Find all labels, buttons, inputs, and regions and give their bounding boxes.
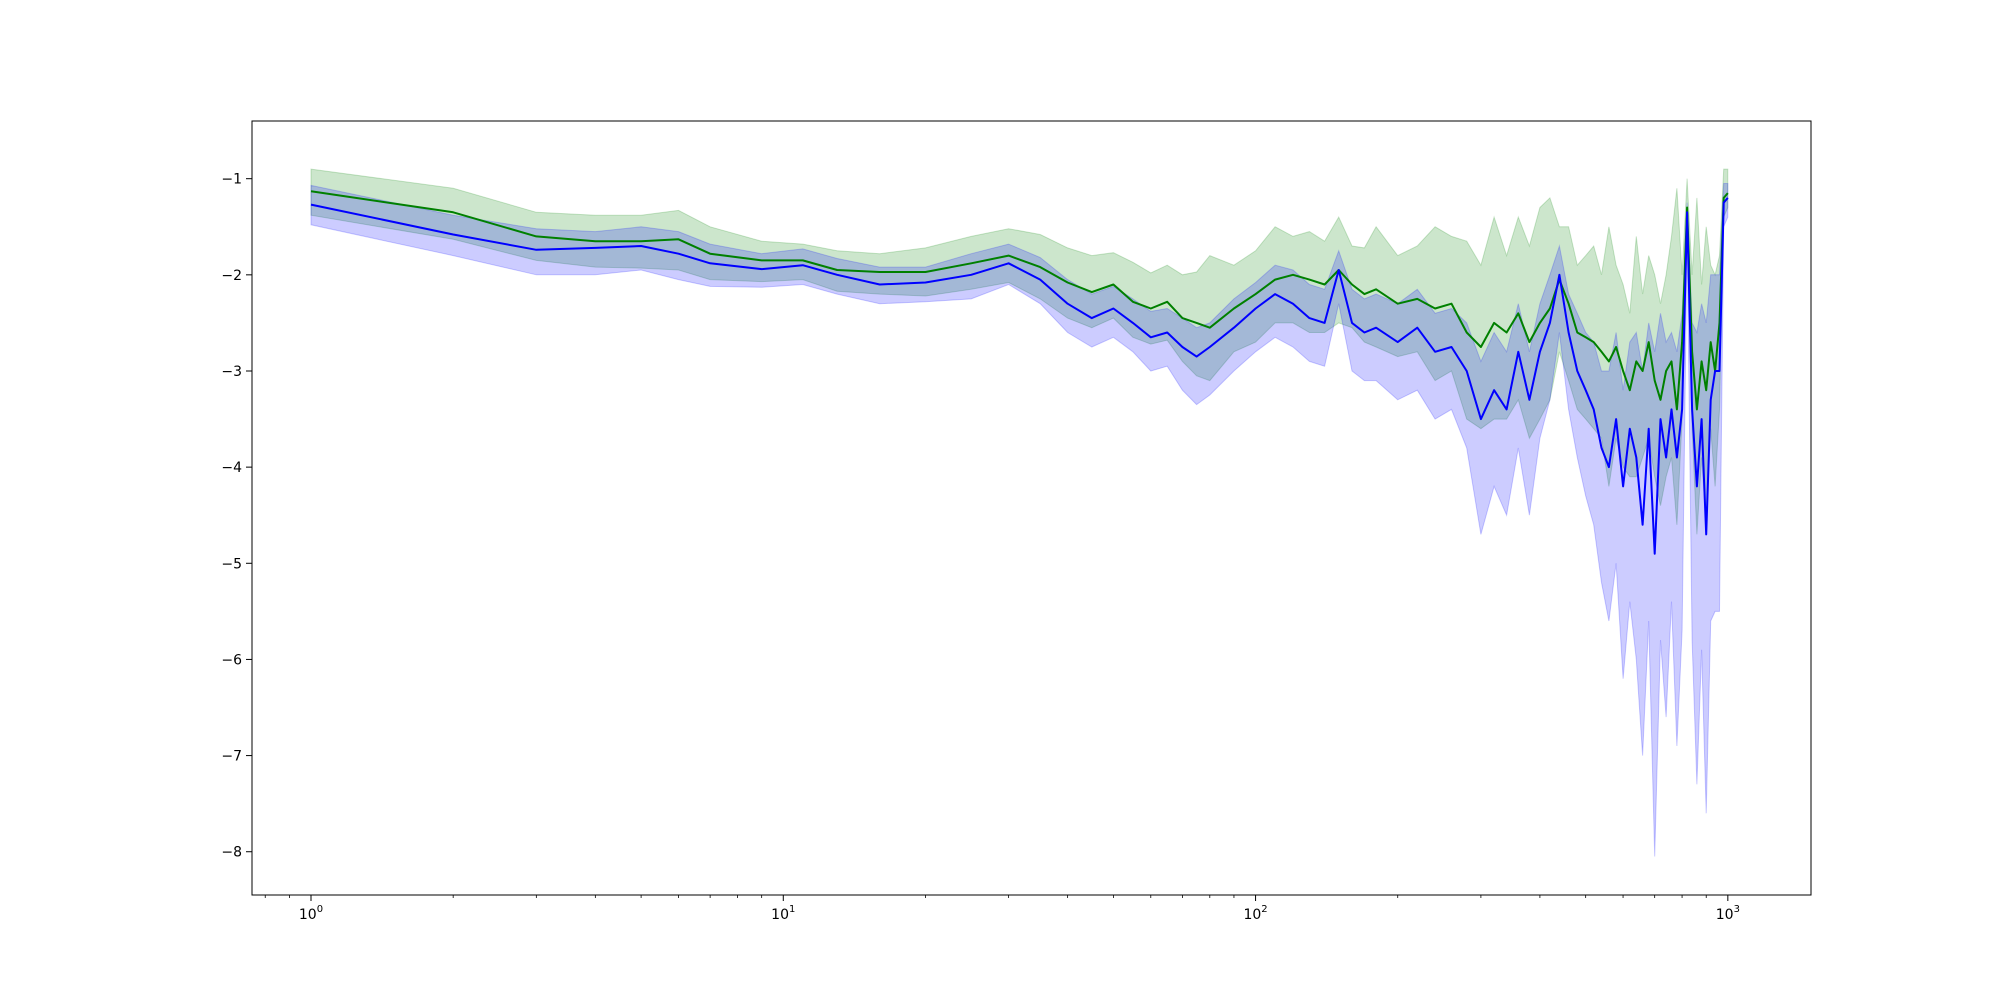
plot-area xyxy=(310,168,1729,857)
x-tick-label: 102 xyxy=(1243,904,1267,923)
y-tick-label: −4 xyxy=(221,460,242,476)
x-tick-label: 101 xyxy=(771,904,795,923)
confidence-bands xyxy=(310,168,1729,857)
series-1-band xyxy=(310,168,1729,535)
series-lines xyxy=(310,190,1729,555)
y-tick-label: −3 xyxy=(221,364,242,380)
series-2-band xyxy=(310,183,1729,857)
y-tick-label: −6 xyxy=(221,652,242,668)
y-tick-label: −7 xyxy=(221,749,242,765)
x-axis: 100 101 102 103 xyxy=(264,895,1740,923)
y-tick-label: −2 xyxy=(221,268,242,284)
y-tick-label: −8 xyxy=(221,845,242,861)
y-tick-label: −5 xyxy=(221,556,242,572)
y-axis: −1 −2 −3 −4 −5 −6 −7 −8 xyxy=(221,172,252,861)
x-tick-label: 103 xyxy=(1716,904,1740,923)
x-tick-label: 100 xyxy=(299,904,323,923)
axes-frame xyxy=(251,120,1812,896)
y-tick-label: −1 xyxy=(221,172,242,188)
series-1-line xyxy=(310,190,1729,411)
series-2-line xyxy=(310,197,1729,555)
